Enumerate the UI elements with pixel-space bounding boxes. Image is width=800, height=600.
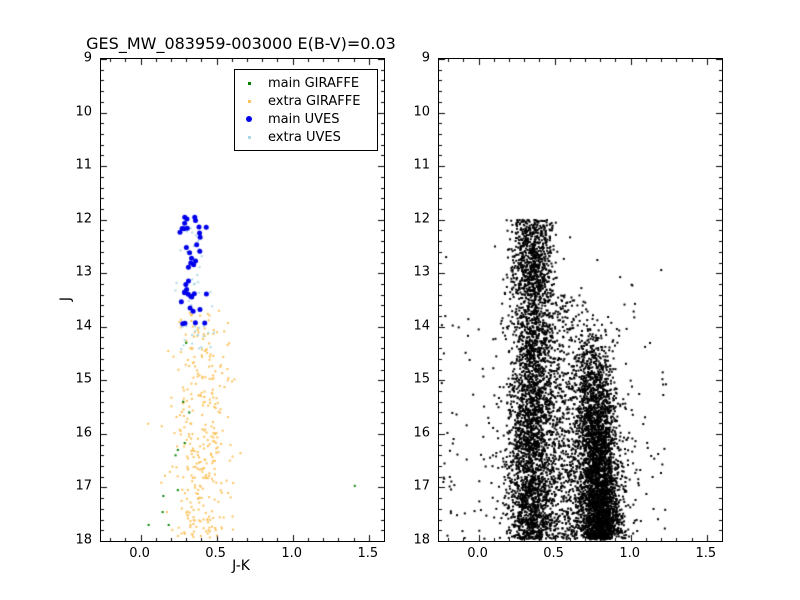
y-tick-label: 13 <box>75 264 92 280</box>
y-tick-label: 15 <box>75 371 92 387</box>
legend-label-main-giraffe: main GIRAFFE <box>268 75 360 91</box>
legend-item-main-giraffe: main GIRAFFE <box>235 74 377 92</box>
y-tick-label: 13 <box>413 264 430 280</box>
legend-label-extra-uves: extra UVES <box>268 129 341 145</box>
extra-uves-marker-icon <box>247 135 251 139</box>
y-tick-label: 10 <box>75 104 92 120</box>
legend-swatch <box>240 116 258 122</box>
legend-swatch <box>240 135 258 139</box>
y-tick-label: 9 <box>83 50 92 66</box>
y-tick-label: 14 <box>413 318 430 334</box>
y-tick-label: 12 <box>75 211 92 227</box>
x-tick-label: 0.5 <box>543 546 564 561</box>
left-plot: main GIRAFFE extra GIRAFFE main UVES ext… <box>100 58 385 542</box>
y-tick-label: 16 <box>413 425 430 441</box>
right-plot <box>438 58 723 542</box>
y-tick-label: 18 <box>413 532 430 548</box>
y-tick-label: 14 <box>75 318 92 334</box>
x-tick-label: 1.0 <box>281 546 303 561</box>
x-axis-label: J-K <box>232 558 250 574</box>
legend-swatch <box>240 81 258 85</box>
x-tick-label: 0.0 <box>129 546 150 561</box>
main-uves-marker-icon <box>246 116 252 122</box>
x-tick-label: 0.0 <box>467 546 488 561</box>
x-tick-label: 0.5 <box>205 546 226 561</box>
legend-item-main-uves: main UVES <box>235 110 377 128</box>
legend-label-main-uves: main UVES <box>268 111 340 127</box>
y-tick-label: 17 <box>75 478 92 494</box>
x-tick-label: 1.0 <box>619 546 641 561</box>
right-plot-canvas <box>439 59 722 541</box>
main-giraffe-marker-icon <box>247 81 251 85</box>
legend-swatch <box>240 99 258 103</box>
x-tick-label: 1.5 <box>357 546 379 561</box>
y-axis-label: J <box>58 296 74 302</box>
legend: main GIRAFFE extra GIRAFFE main UVES ext… <box>234 69 378 151</box>
chart-title: GES_MW_083959-003000 E(B-V)=0.03 <box>86 34 396 53</box>
y-tick-label: 10 <box>413 104 430 120</box>
y-tick-label: 12 <box>413 211 430 227</box>
legend-item-extra-giraffe: extra GIRAFFE <box>235 92 377 110</box>
legend-item-extra-uves: extra UVES <box>235 128 377 146</box>
y-tick-label: 17 <box>413 478 430 494</box>
y-tick-label: 18 <box>75 532 92 548</box>
y-tick-label: 11 <box>413 157 430 173</box>
y-tick-label: 15 <box>413 371 430 387</box>
legend-label-extra-giraffe: extra GIRAFFE <box>268 93 361 109</box>
y-tick-label: 16 <box>75 425 92 441</box>
extra-giraffe-marker-icon <box>247 99 251 103</box>
x-tick-label: 1.5 <box>695 546 717 561</box>
y-tick-label: 9 <box>421 50 430 66</box>
y-tick-label: 11 <box>75 157 92 173</box>
